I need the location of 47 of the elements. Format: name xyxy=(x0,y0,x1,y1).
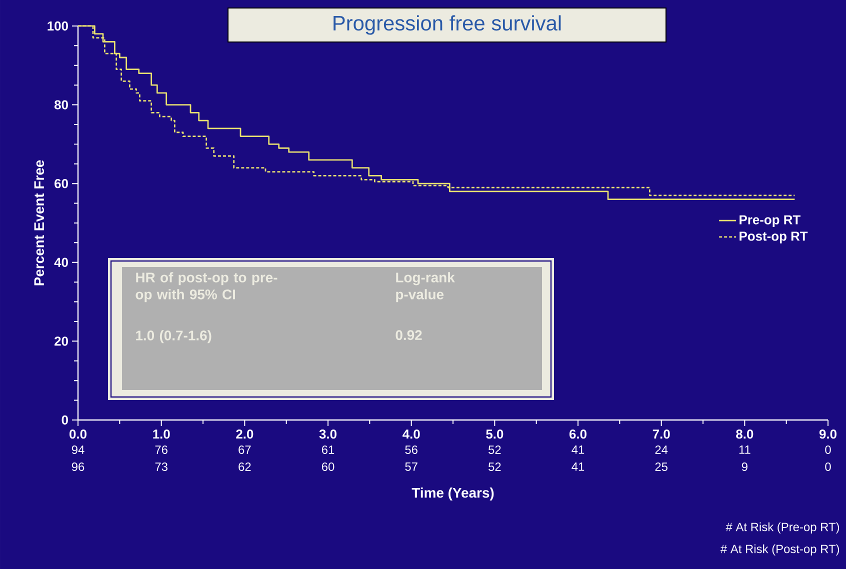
text: 25 xyxy=(655,462,668,471)
x-axis-title: Time (Years) xyxy=(412,488,494,500)
text: 73 xyxy=(155,462,168,471)
y-tick-label: 100 xyxy=(48,21,68,31)
annotation: 1.0 (0.7-1.6) xyxy=(136,330,212,344)
text: 9 xyxy=(742,462,748,471)
legend-label: Pre-op RT xyxy=(740,215,800,227)
x-tick-label: 7.0 xyxy=(652,430,670,439)
text: 61 xyxy=(322,446,334,454)
x-tick-label: 3.0 xyxy=(319,430,336,439)
text: 24 xyxy=(655,446,668,454)
y-tick-label: 60 xyxy=(54,178,68,188)
y-tick-label: 0 xyxy=(62,415,68,425)
text: # At Risk (Post-op RT) xyxy=(720,544,840,556)
x-tick-label: 6.0 xyxy=(569,430,586,439)
legend-label: Post-op RT xyxy=(740,232,808,244)
text: 0 xyxy=(825,462,831,471)
text: 41 xyxy=(572,462,584,471)
text: 96 xyxy=(72,462,84,471)
y-tick-label: 40 xyxy=(54,258,68,267)
x-tick-label: 5.0 xyxy=(486,430,504,439)
text: 67 xyxy=(238,446,251,454)
annotation: HR of post-op to pre-op with 95% CI xyxy=(136,272,278,302)
text: # At Risk (Pre-op RT) xyxy=(726,522,840,534)
text: 62 xyxy=(238,462,251,471)
x-tick-label: 0.0 xyxy=(70,430,86,439)
y-tick-label: 80 xyxy=(54,100,68,110)
x-tick-label: 9.0 xyxy=(819,430,836,439)
text: 52 xyxy=(488,446,501,454)
text: 57 xyxy=(405,462,418,471)
x-tick-label: 4.0 xyxy=(402,430,420,439)
text: 60 xyxy=(322,462,334,471)
y-axis-title: Percent Event Free xyxy=(34,160,44,286)
text: 94 xyxy=(72,446,84,454)
text: 11 xyxy=(739,446,750,454)
x-tick-label: 1.0 xyxy=(153,430,170,439)
annotation: Log-rank p-value xyxy=(396,272,455,302)
text: 52 xyxy=(488,462,501,471)
x-tick-label: 8.0 xyxy=(736,430,754,439)
chart-title: Progression free survival xyxy=(334,15,561,35)
text: 41 xyxy=(572,446,584,454)
text: 0 xyxy=(825,446,831,454)
text: 76 xyxy=(155,446,168,454)
text: 56 xyxy=(405,446,418,454)
x-tick-label: 2.0 xyxy=(236,430,254,439)
annotation: 0.92 xyxy=(396,330,422,340)
y-tick-label: 20 xyxy=(54,336,68,346)
